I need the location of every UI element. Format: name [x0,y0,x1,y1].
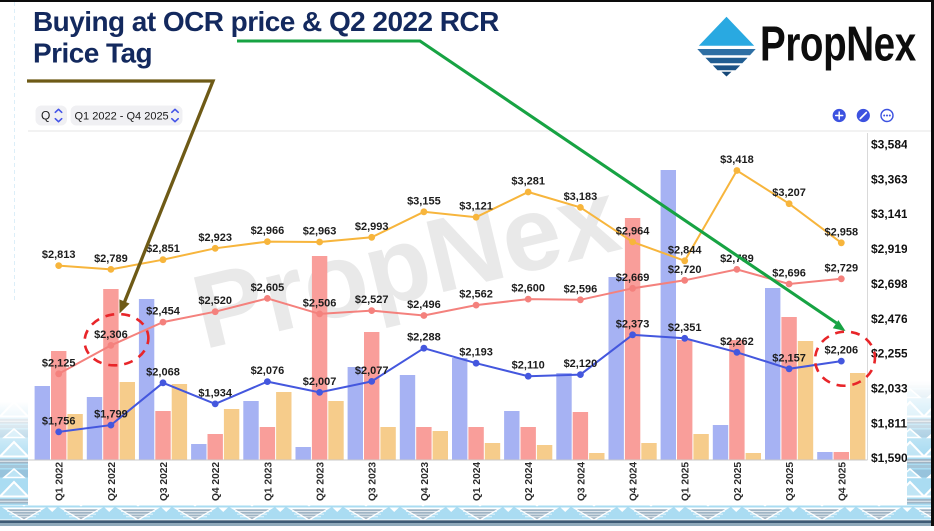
svg-text:Q2 2023: Q2 2023 [316,462,327,501]
svg-text:Q3 2023: Q3 2023 [368,462,379,501]
svg-text:$3,281: $3,281 [511,176,545,188]
svg-text:$3,121: $3,121 [459,201,493,213]
svg-text:$2,966: $2,966 [251,225,285,237]
svg-text:$2,919: $2,919 [871,242,908,256]
svg-text:Q3 2024: Q3 2024 [576,462,587,501]
svg-text:$2,033: $2,033 [871,382,908,396]
svg-text:$2,373: $2,373 [616,318,650,330]
svg-text:$2,527: $2,527 [355,294,389,306]
svg-text:$2,454: $2,454 [146,306,181,318]
svg-text:Q1 2022: Q1 2022 [55,462,66,501]
svg-text:Q1 2022 - Q4 2025: Q1 2022 - Q4 2025 [75,111,169,123]
svg-text:$2,288: $2,288 [407,332,441,344]
svg-text:$2,605: $2,605 [251,282,285,294]
svg-text:$2,351: $2,351 [668,322,702,334]
svg-text:$2,506: $2,506 [303,297,337,309]
svg-text:Q2 2025: Q2 2025 [733,462,744,501]
svg-text:$3,363: $3,363 [871,172,908,186]
svg-text:$2,193: $2,193 [459,347,493,359]
svg-text:$1,590: $1,590 [871,451,908,465]
svg-text:Q1 2025: Q1 2025 [681,462,692,501]
svg-text:$2,076: $2,076 [251,365,285,377]
svg-text:$2,729: $2,729 [824,262,858,274]
svg-text:$2,262: $2,262 [720,336,754,348]
svg-text:$2,068: $2,068 [146,366,180,378]
svg-text:$1,756: $1,756 [42,415,76,427]
svg-text:$2,120: $2,120 [564,358,598,370]
svg-text:$2,157: $2,157 [772,352,806,364]
svg-text:$2,993: $2,993 [355,221,389,233]
svg-text:$2,125: $2,125 [42,357,76,369]
svg-text:$2,813: $2,813 [42,249,76,261]
svg-text:$1,934: $1,934 [198,387,233,399]
svg-text:Buying at OCR price & Q2 2022: Buying at OCR price & Q2 2022 RCR [33,6,499,37]
svg-text:$2,851: $2,851 [146,243,180,255]
svg-text:$2,669: $2,669 [616,272,650,284]
svg-text:$3,207: $3,207 [772,187,806,199]
svg-text:$2,923: $2,923 [198,232,232,244]
svg-text:$2,206: $2,206 [824,345,858,357]
svg-text:Q3 2022: Q3 2022 [159,462,170,501]
svg-text:PropNex: PropNex [760,17,917,71]
svg-text:$3,141: $3,141 [871,207,908,221]
svg-text:Q1 2024: Q1 2024 [472,462,483,501]
svg-text:$2,963: $2,963 [303,226,337,238]
svg-text:$3,155: $3,155 [407,195,441,207]
svg-text:Q2 2022: Q2 2022 [107,462,118,501]
svg-text:Q1 2023: Q1 2023 [263,462,274,501]
svg-text:Q2 2024: Q2 2024 [524,462,535,501]
svg-text:$2,562: $2,562 [459,289,493,301]
svg-text:Q4 2024: Q4 2024 [629,462,640,501]
svg-text:$2,596: $2,596 [564,283,598,295]
svg-text:Q4 2023: Q4 2023 [420,462,431,501]
svg-text:$2,110: $2,110 [512,360,545,372]
svg-text:$3,418: $3,418 [720,154,754,166]
svg-text:Q4 2022: Q4 2022 [211,462,222,501]
svg-text:$2,844: $2,844 [668,244,703,256]
svg-text:$2,720: $2,720 [668,264,702,276]
svg-text:$2,306: $2,306 [94,329,128,341]
svg-text:$3,584: $3,584 [871,138,908,152]
svg-text:$2,958: $2,958 [824,226,858,238]
svg-text:$2,520: $2,520 [198,295,232,307]
svg-text:Q: Q [41,109,50,123]
svg-text:$2,696: $2,696 [772,268,806,280]
svg-text:$2,255: $2,255 [871,347,908,361]
svg-text:$2,476: $2,476 [871,312,908,326]
svg-text:$2,600: $2,600 [511,283,545,295]
svg-text:Q3 2025: Q3 2025 [785,462,796,501]
svg-text:$1,811: $1,811 [871,416,907,430]
svg-text:$2,789: $2,789 [94,253,128,265]
svg-text:Q4 2025: Q4 2025 [837,462,848,501]
svg-text:$1,799: $1,799 [94,409,128,421]
svg-text:$2,964: $2,964 [616,225,651,237]
svg-text:$2,077: $2,077 [355,365,389,377]
svg-text:$2,007: $2,007 [303,376,337,388]
svg-text:$3,183: $3,183 [564,191,598,203]
svg-text:$2,698: $2,698 [871,277,908,291]
svg-text:$2,496: $2,496 [407,299,441,311]
svg-text:Price Tag: Price Tag [33,38,152,69]
